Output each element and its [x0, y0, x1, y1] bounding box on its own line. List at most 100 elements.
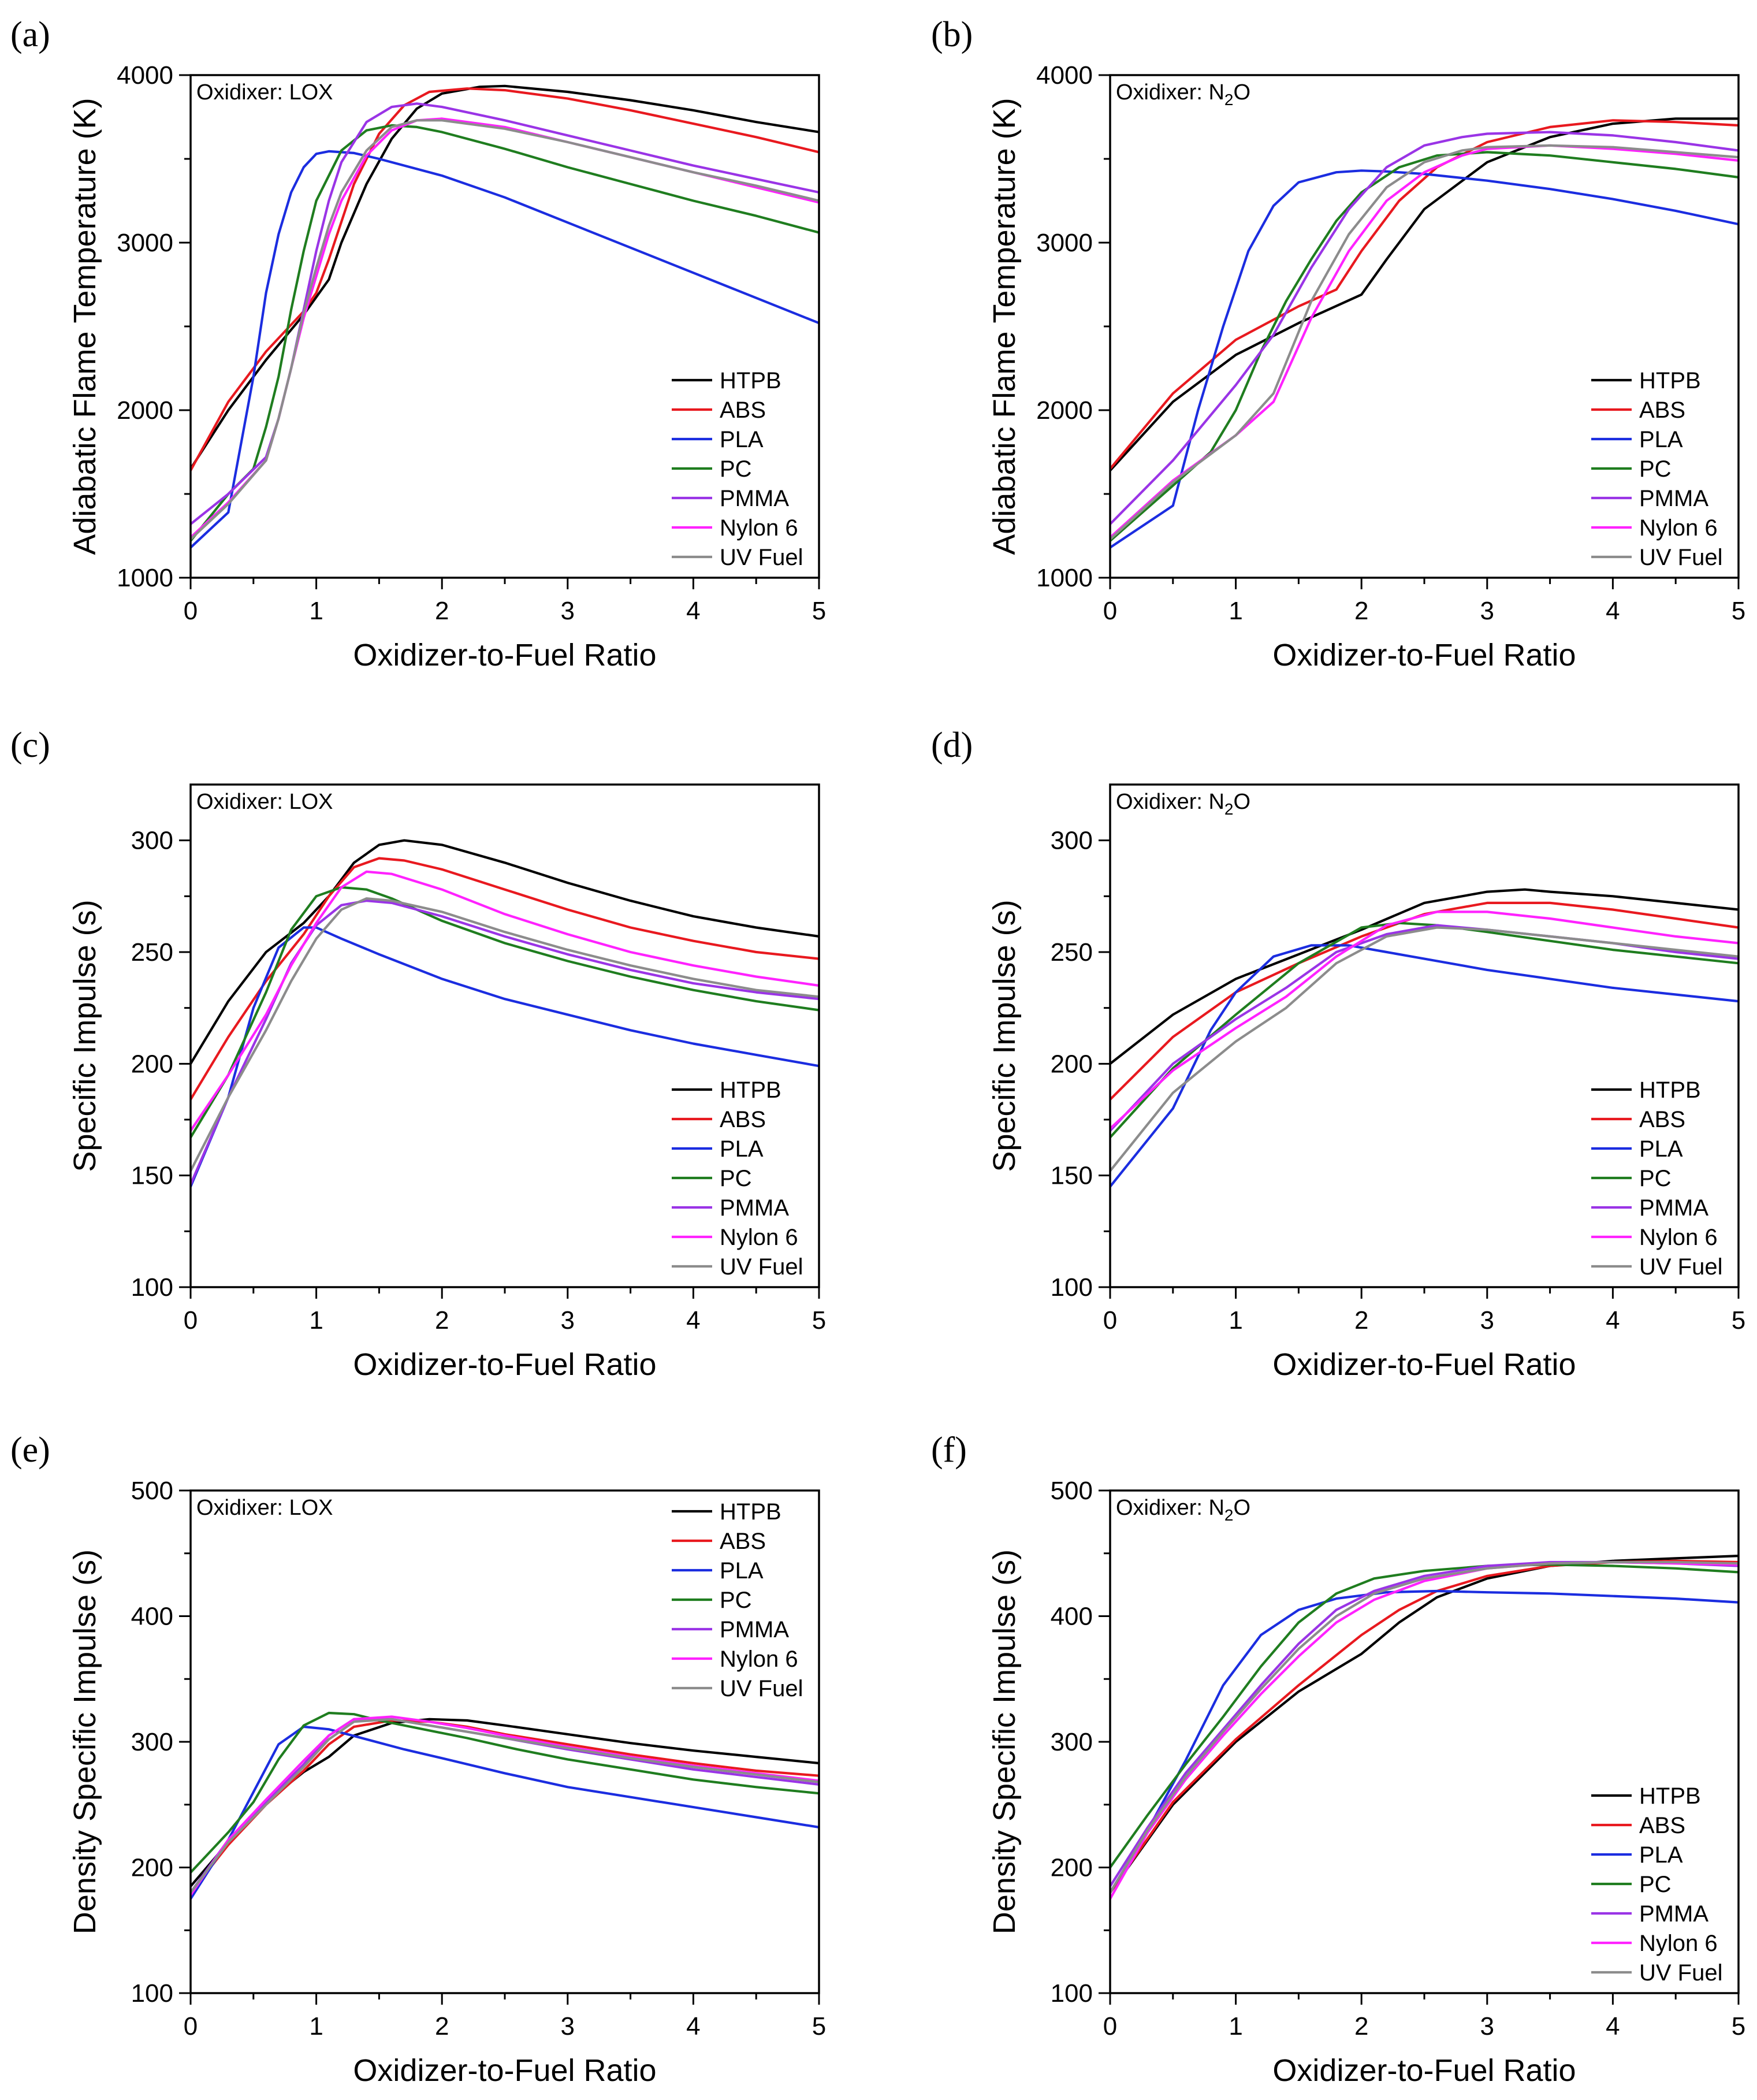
- legend-label: HTPB: [1639, 1077, 1701, 1103]
- y-tick-label: 400: [131, 1603, 173, 1631]
- x-tick-label: 2: [1354, 2012, 1368, 2040]
- panel-f: (f) 0 1 2 3 4 5 100 200 300 400 500 Oxidizer-to-Fuel…: [931, 1430, 1745, 2088]
- legend-label: UV Fuel: [1639, 1254, 1723, 1280]
- x-axis-title: Oxidizer-to-Fuel Ratio: [353, 1347, 656, 1382]
- y-tick-label: 100: [1051, 1273, 1093, 1302]
- series-line-uv-fuel: [1110, 1560, 1739, 1894]
- legend-label: PLA: [1639, 427, 1683, 452]
- legend-label: ABS: [720, 1107, 766, 1132]
- series-line-htpb: [1110, 1555, 1739, 1894]
- legend-label: PLA: [720, 1136, 764, 1162]
- series-line-nylon-6: [191, 870, 819, 1132]
- x-tick-label: 1: [309, 597, 323, 625]
- series-line-pc: [1110, 921, 1739, 1139]
- y-axis-title: Specific Impulse (s): [987, 900, 1022, 1172]
- series-line-uv-fuel: [191, 1718, 819, 1894]
- legend: HTPB ABS PLA PC PMMA Nylon 6 UV Fuel: [1591, 1077, 1723, 1280]
- x-tick-label: 3: [561, 1306, 575, 1335]
- series-group: [1110, 888, 1739, 1188]
- series-line-htpb: [191, 1718, 819, 1888]
- legend-label: HTPB: [720, 1077, 781, 1103]
- x-axis-title: Oxidizer-to-Fuel Ratio: [353, 638, 656, 672]
- series-line-pla: [1110, 1589, 1739, 1894]
- x-tick-label: 4: [686, 2012, 700, 2040]
- x-tick-label: 3: [1480, 1306, 1494, 1335]
- x-tick-label: 2: [435, 2012, 449, 2040]
- panel-label-e: (e): [10, 1430, 50, 1470]
- legend: HTPB ABS PLA PC PMMA Nylon 6 UV Fuel: [672, 368, 803, 570]
- legend-label: PLA: [720, 1558, 764, 1584]
- oxidizer-annotation: Oxidixer: LOX: [196, 80, 333, 105]
- series-line-pla: [191, 926, 819, 1188]
- y-tick-label: 150: [131, 1162, 173, 1190]
- legend-label: PC: [720, 1166, 752, 1191]
- y-tick-label: 1000: [117, 564, 173, 592]
- series-line-pc: [191, 1711, 819, 1874]
- y-axis-title: Density Specific Impulse (s): [987, 1549, 1022, 1934]
- y-tick-label: 3000: [1036, 229, 1093, 257]
- legend-label: ABS: [720, 1529, 766, 1554]
- legend-label: PC: [1639, 1872, 1672, 1897]
- x-tick-label: 4: [1606, 2012, 1620, 2040]
- x-tick-label: 5: [812, 597, 826, 625]
- y-tick-label: 100: [131, 1273, 173, 1302]
- x-tick-label: 5: [1732, 597, 1745, 625]
- legend-label: Nylon 6: [720, 1646, 798, 1672]
- y-axis-title: Density Specific Impulse (s): [68, 1549, 102, 1934]
- x-axis-title: Oxidizer-to-Fuel Ratio: [1272, 1347, 1576, 1382]
- x-tick-label: 2: [435, 1306, 449, 1335]
- panel-label-d: (d): [931, 726, 973, 765]
- x-tick-label: 5: [812, 1306, 826, 1335]
- oxidizer-annotation: Oxidixer: N2O: [1116, 80, 1250, 109]
- legend-label: HTPB: [720, 368, 781, 393]
- panel-label-f: (f): [931, 1430, 967, 1470]
- legend-label: ABS: [1639, 397, 1685, 423]
- series-line-uv-fuel: [191, 897, 819, 1172]
- legend: HTPB ABS PLA PC PMMA Nylon 6 UV Fuel: [1591, 368, 1723, 570]
- panel-label-b: (b): [931, 15, 973, 54]
- x-tick-label: 1: [309, 1306, 323, 1335]
- y-tick-label: 200: [1051, 1050, 1093, 1078]
- x-tick-label: 0: [1103, 1306, 1117, 1335]
- series-line-uv-fuel: [1110, 144, 1739, 541]
- panel-c: (c) 0 1 2 3 4 5 100 150 200 250 300 Oxidizer-to-Fuel…: [10, 726, 826, 1382]
- series-line-nylon-6: [1110, 910, 1739, 1130]
- legend-label: Nylon 6: [1639, 1931, 1718, 1956]
- x-axis-title: Oxidizer-to-Fuel Ratio: [353, 2053, 656, 2088]
- series-line-pla: [191, 1725, 819, 1900]
- x-tick-label: 1: [1229, 597, 1242, 625]
- series-line-pc: [1110, 151, 1739, 542]
- legend-label: Nylon 6: [720, 1225, 798, 1250]
- legend-label: PLA: [1639, 1842, 1683, 1868]
- legend-label: PMMA: [720, 486, 789, 511]
- legend: HTPB ABS PLA PC PMMA Nylon 6 UV Fuel: [672, 1499, 803, 1701]
- legend-label: HTPB: [1639, 1783, 1701, 1809]
- legend-label: UV Fuel: [1639, 545, 1723, 570]
- y-tick-label: 2000: [117, 396, 173, 425]
- y-tick-label: 250: [131, 938, 173, 967]
- legend-label: PC: [720, 1588, 752, 1613]
- y-tick-label: 300: [1051, 1728, 1093, 1756]
- panel-d: (d) 0 1 2 3 4 5 100 150 200 250 300 Oxidizer-to-Fuel…: [931, 726, 1745, 1382]
- series-group: [191, 1711, 819, 1900]
- y-tick-label: 4000: [117, 61, 173, 90]
- y-tick-label: 150: [1051, 1162, 1093, 1190]
- series-line-htpb: [1110, 888, 1739, 1065]
- legend-label: PC: [1639, 1166, 1672, 1191]
- legend-label: UV Fuel: [720, 545, 803, 570]
- legend-label: Nylon 6: [720, 515, 798, 541]
- x-tick-label: 1: [1229, 1306, 1242, 1335]
- x-tick-label: 1: [1229, 2012, 1242, 2040]
- legend-label: HTPB: [1639, 368, 1701, 393]
- y-tick-label: 300: [131, 1728, 173, 1756]
- legend-label: ABS: [1639, 1107, 1685, 1132]
- y-axis-title: Adiabatic Flame Temperature (K): [68, 98, 102, 555]
- series-line-uv-fuel: [1110, 926, 1739, 1172]
- y-tick-label: 2000: [1036, 396, 1093, 425]
- x-tick-label: 5: [1732, 1306, 1745, 1335]
- x-tick-label: 0: [1103, 597, 1117, 625]
- oxidizer-annotation: Oxidixer: N2O: [1116, 790, 1250, 818]
- series-line-uv-fuel: [191, 119, 819, 541]
- x-tick-label: 3: [561, 597, 575, 625]
